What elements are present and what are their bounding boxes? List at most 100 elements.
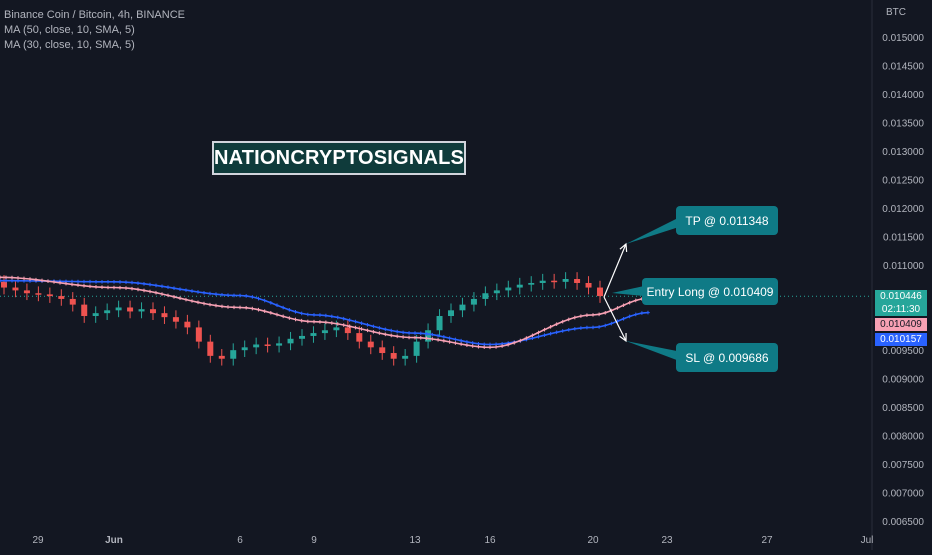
- ma-marker: [40, 278, 44, 283]
- ma-marker: [341, 323, 346, 327]
- y-tick-label: 0.015000: [882, 33, 924, 44]
- candle-body: [138, 309, 145, 312]
- candle-body: [150, 309, 156, 314]
- y-tick-label: 0.011000: [883, 261, 924, 272]
- candle-body: [230, 350, 237, 359]
- ma-marker: [293, 317, 298, 322]
- ma-marker: [88, 284, 92, 289]
- candle-body: [539, 280, 546, 283]
- ma-marker: [0, 278, 2, 283]
- ma-marker: [100, 285, 104, 290]
- ma-marker: [4, 275, 8, 280]
- ma-marker: [359, 327, 364, 331]
- ma-marker: [148, 289, 152, 294]
- ma-marker: [324, 313, 328, 318]
- tp-callout[interactable]: TP @ 0.011348: [676, 206, 778, 235]
- ma-marker: [312, 313, 316, 317]
- candle-body: [390, 353, 397, 359]
- candle-body: [493, 290, 500, 294]
- ma-marker: [413, 331, 417, 335]
- ma-marker: [22, 276, 26, 281]
- y-tick-label: 0.012500: [882, 175, 924, 186]
- ma-marker: [70, 282, 74, 287]
- ma-marker: [430, 337, 435, 341]
- ma-marker: [494, 345, 498, 349]
- ma-marker: [436, 333, 440, 338]
- current-price-value: 0.010446: [880, 291, 922, 302]
- ma-marker: [347, 318, 352, 322]
- ma-marker: [470, 341, 475, 345]
- ma-marker: [142, 282, 146, 286]
- ma-marker: [627, 300, 632, 305]
- ma-marker: [365, 322, 370, 327]
- candle-body: [184, 321, 191, 328]
- ma-marker: [269, 311, 273, 315]
- ma-marker: [112, 280, 116, 284]
- ma-marker: [488, 345, 492, 350]
- ma-marker: [226, 305, 230, 309]
- ma-marker: [482, 345, 487, 349]
- ma-marker: [269, 300, 273, 305]
- y-tick-label: 0.009000: [882, 375, 924, 386]
- ma-marker: [112, 285, 116, 290]
- ma-marker: [202, 291, 206, 295]
- ma-marker: [424, 336, 429, 341]
- sl-callout[interactable]: SL @ 0.009686: [676, 343, 778, 372]
- ma-marker: [548, 325, 553, 329]
- sl-pointer: [626, 341, 682, 362]
- candle-body: [379, 347, 386, 354]
- candle-body: [276, 343, 283, 346]
- ma-marker: [560, 329, 565, 333]
- ma-blue-value-tag: 0.010157: [875, 333, 927, 346]
- ma-marker: [184, 288, 188, 292]
- candle-body: [253, 344, 260, 348]
- ma-marker: [318, 313, 322, 317]
- ma-marker: [383, 327, 388, 332]
- x-tick-label: 16: [484, 535, 496, 546]
- entry-callout[interactable]: Entry Long @ 0.010409: [642, 278, 778, 305]
- ma-marker: [299, 311, 304, 316]
- symbol-title[interactable]: Binance Coin / Bitcoin, 4h, BINANCE: [4, 9, 185, 21]
- candle-body: [92, 313, 99, 317]
- currency-label: BTC: [886, 7, 906, 18]
- candle-body: [528, 282, 535, 285]
- ma-marker: [142, 288, 146, 293]
- candle-body: [127, 307, 134, 312]
- ma-marker: [160, 292, 164, 296]
- x-tick-label: 20: [587, 535, 599, 546]
- ma-marker: [609, 321, 614, 326]
- y-tick-label: 0.013500: [882, 118, 924, 129]
- candle-body: [287, 338, 294, 344]
- ma50-legend[interactable]: MA (50, close, 10, SMA, 5): [4, 24, 135, 36]
- ma-marker: [34, 277, 38, 282]
- ma-marker: [16, 276, 20, 280]
- ma30-legend[interactable]: MA (30, close, 10, SMA, 5): [4, 39, 135, 51]
- current-price-tag: 0.010446 02:11:30: [875, 290, 927, 316]
- ma-marker: [476, 344, 481, 349]
- ma-marker: [226, 293, 230, 297]
- ma-marker: [407, 331, 411, 335]
- ma-marker: [136, 287, 140, 292]
- candle-body: [574, 279, 581, 283]
- ma-marker: [281, 305, 285, 310]
- ma-marker: [0, 275, 2, 280]
- candle-body: [459, 304, 466, 311]
- ma-marker: [395, 334, 399, 339]
- ma-marker: [389, 333, 394, 338]
- ma-marker: [196, 300, 200, 305]
- ma-marker: [250, 306, 255, 311]
- ma-marker: [413, 335, 417, 340]
- candle-body: [264, 344, 271, 346]
- ma-marker: [459, 338, 463, 343]
- ma-marker: [76, 283, 80, 287]
- ma-marker: [566, 327, 571, 332]
- candle-body: [1, 281, 7, 288]
- ma-marker: [470, 344, 475, 348]
- ma-marker: [335, 322, 340, 326]
- candle-body: [562, 279, 569, 282]
- ma-marker: [597, 312, 601, 317]
- y-tick-label: 0.006500: [882, 517, 924, 528]
- ma-marker: [330, 314, 334, 319]
